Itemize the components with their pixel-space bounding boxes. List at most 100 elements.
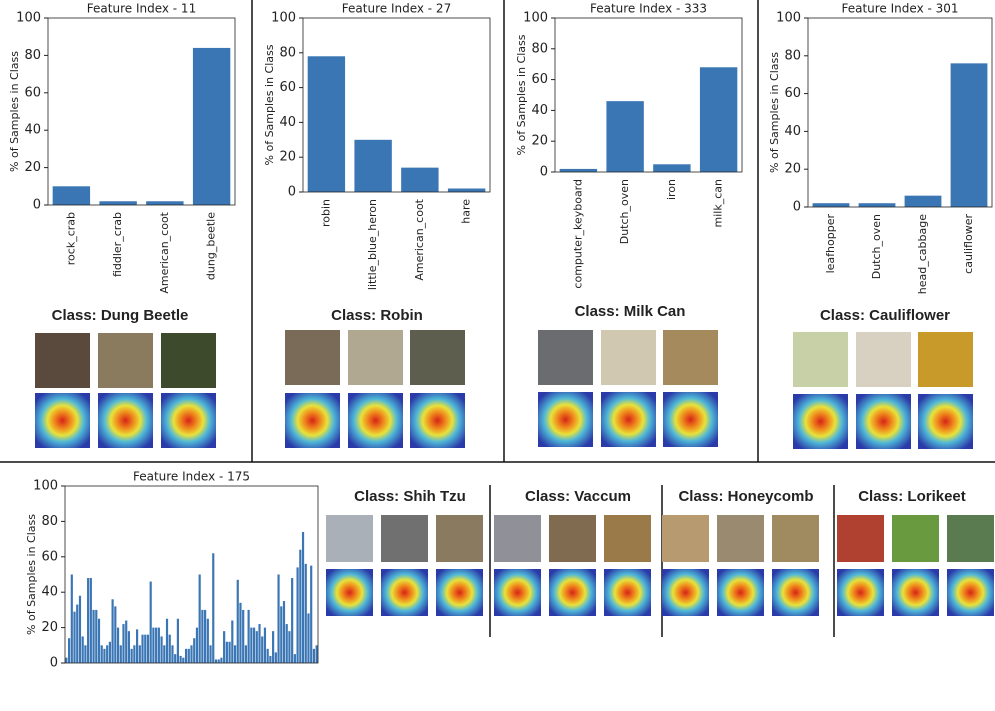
bar (182, 658, 184, 663)
x-tick-label: head_cabbage (916, 214, 929, 294)
bar (354, 140, 391, 192)
y-tick-label: 40 (531, 103, 548, 118)
bar (280, 606, 282, 663)
y-tick-label: 60 (279, 80, 296, 95)
x-tick-label: Dutch_oven (870, 214, 883, 279)
y-tick-label: 20 (279, 150, 296, 165)
bar (272, 631, 274, 663)
bar (131, 649, 133, 663)
y-tick-label: 80 (279, 45, 296, 60)
panel-title: Class: Cauliflower (820, 307, 950, 324)
sample-image (549, 515, 596, 562)
y-tick-label: 0 (50, 656, 58, 671)
bar (158, 628, 160, 663)
bar (239, 603, 241, 663)
bar (117, 628, 119, 663)
bar (136, 629, 138, 663)
sample-image (663, 330, 718, 385)
heatmap-image (663, 392, 718, 447)
heatmap-image (947, 569, 994, 616)
bar (188, 649, 190, 663)
bar (242, 610, 244, 663)
heatmap-image (538, 392, 593, 447)
sample-image (410, 330, 465, 385)
bar (196, 628, 198, 663)
bar (269, 656, 271, 663)
bar (147, 635, 149, 663)
bar (139, 645, 141, 663)
heatmap-image (892, 569, 939, 616)
sample-image (892, 515, 939, 562)
bar (193, 638, 195, 663)
bar (308, 56, 345, 192)
y-tick-label: 100 (16, 11, 41, 26)
panel-title: Class: Dung Beetle (52, 307, 189, 324)
bar (859, 203, 896, 207)
heatmap-image (410, 393, 465, 448)
chart-title: Feature Index - 27 (342, 2, 451, 16)
bar (53, 186, 90, 205)
bar (166, 619, 168, 663)
x-tick-label: Dutch_oven (618, 179, 631, 244)
bar (190, 645, 192, 663)
bar (207, 619, 209, 663)
x-tick-label: cauliflower (962, 214, 975, 274)
x-tick-label: dung_beetle (205, 212, 218, 280)
bar (180, 656, 182, 663)
panel-title: Class: Shih Tzu (354, 488, 466, 505)
bar (152, 628, 154, 663)
bar (90, 578, 92, 663)
heatmap-image (837, 569, 884, 616)
bar (237, 580, 239, 663)
bar (163, 645, 165, 663)
sample-image (918, 332, 973, 387)
heatmap-image (601, 392, 656, 447)
y-tick-label: 40 (24, 123, 41, 138)
heatmap-image (918, 394, 973, 449)
bar (305, 564, 307, 663)
sample-image (601, 330, 656, 385)
bar (114, 606, 116, 663)
bar (150, 582, 152, 663)
y-tick-label: 40 (41, 585, 58, 600)
x-tick-label: computer_keyboard (571, 179, 584, 289)
bar (120, 645, 122, 663)
y-tick-label: 0 (288, 185, 296, 200)
sample-image (604, 515, 651, 562)
x-tick-label: fiddler_crab (111, 212, 124, 277)
bar (653, 164, 690, 172)
bar (253, 628, 255, 663)
x-tick-label: iron (665, 179, 678, 200)
bar (248, 610, 250, 663)
x-tick-label: leafhopper (824, 214, 837, 274)
bar (250, 628, 252, 663)
sample-image (98, 333, 153, 388)
bar (245, 645, 247, 663)
bar (220, 658, 222, 663)
bar (73, 612, 75, 663)
bar (316, 645, 318, 663)
y-axis-label: % of Samples in Class (263, 44, 276, 165)
bar (128, 631, 130, 663)
sample-image (538, 330, 593, 385)
bar (79, 596, 81, 663)
bar (103, 649, 105, 663)
bar (275, 652, 277, 663)
bar (261, 636, 263, 663)
bar (65, 658, 67, 663)
chart-title: Feature Index - 175 (133, 470, 250, 484)
chart-title: Feature Index - 11 (87, 2, 196, 16)
x-tick-label: robin (319, 199, 332, 227)
bar (99, 201, 136, 205)
bar (288, 631, 290, 663)
heatmap-image (98, 393, 153, 448)
sample-image (348, 330, 403, 385)
x-tick-label: American_coot (413, 198, 426, 280)
bar (71, 575, 73, 664)
chart-title: Feature Index - 301 (841, 2, 958, 16)
bar (98, 619, 100, 663)
sample-image (772, 515, 819, 562)
heatmap-image (436, 569, 483, 616)
y-tick-label: 60 (531, 72, 548, 87)
y-tick-label: 60 (24, 85, 41, 100)
